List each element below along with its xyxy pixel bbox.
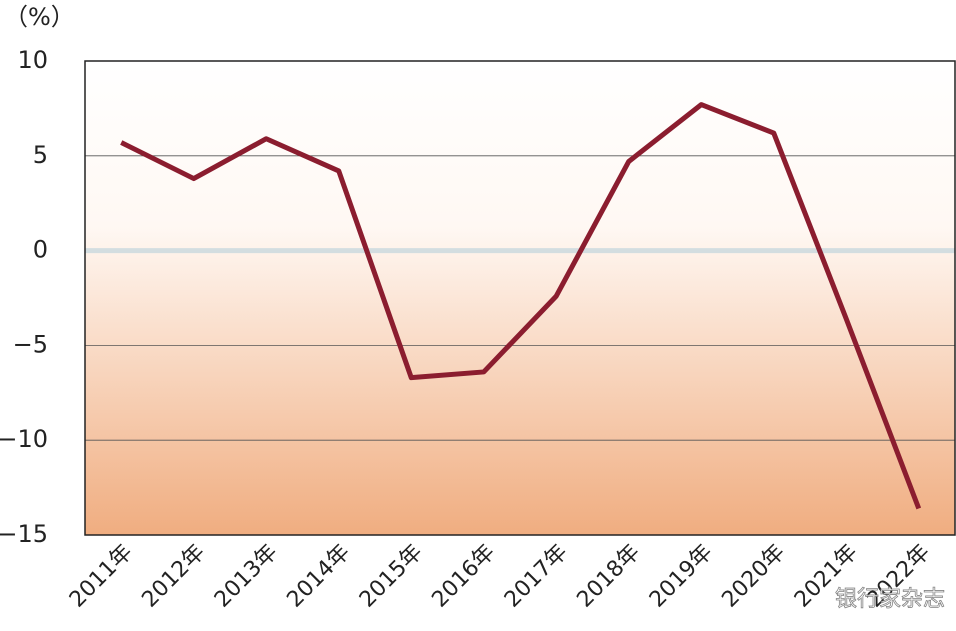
x-tick-label: 2014年 xyxy=(282,540,355,613)
x-tick-label: 2019年 xyxy=(645,540,718,613)
y-axis-label: （%） xyxy=(4,3,75,31)
x-tick-label: 2020年 xyxy=(717,540,790,613)
y-tick-label: −5 xyxy=(13,330,48,358)
y-tick-label: −15 xyxy=(0,520,48,548)
x-tick-label: 2016年 xyxy=(427,540,500,613)
plot-border xyxy=(84,60,956,536)
x-tick-label: 2012年 xyxy=(137,540,210,613)
y-tick-label: 0 xyxy=(33,236,48,264)
x-tick-label: 2011年 xyxy=(65,540,138,613)
data-line xyxy=(120,102,922,510)
x-tick-label: 2018年 xyxy=(572,540,645,613)
x-tick-label: 2015年 xyxy=(355,540,428,613)
y-tick-label: 10 xyxy=(17,46,48,74)
watermark: 银行家杂志 xyxy=(835,587,945,612)
y-tick-label: −10 xyxy=(0,425,48,453)
y-tick-label: 5 xyxy=(33,141,48,169)
x-tick-label: 2017年 xyxy=(500,540,573,613)
x-tick-label: 2013年 xyxy=(210,540,283,613)
plot-area xyxy=(85,61,955,535)
